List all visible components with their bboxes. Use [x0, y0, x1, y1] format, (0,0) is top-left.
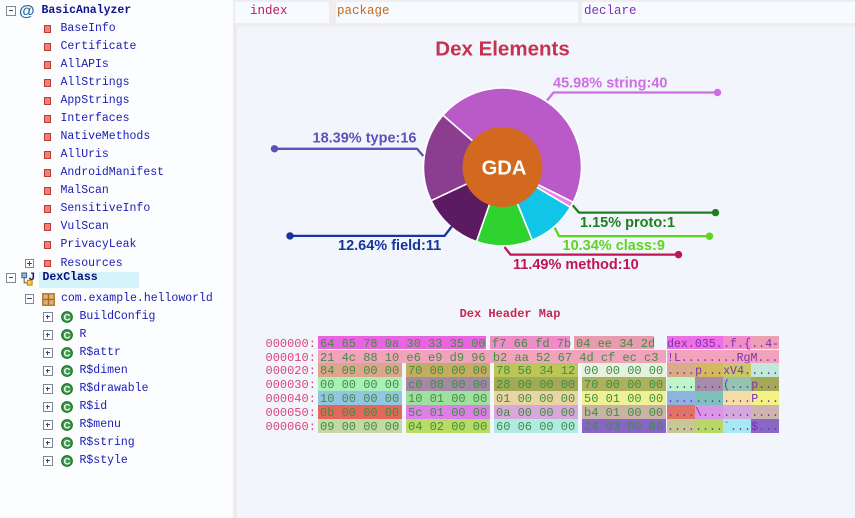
svg-text:C: C	[63, 366, 70, 377]
svg-text:C: C	[63, 312, 70, 323]
svg-text:J: J	[29, 271, 35, 283]
svg-text:1.15% proto:1: 1.15% proto:1	[580, 215, 675, 231]
svg-text:10.34% class:9: 10.34% class:9	[563, 238, 665, 254]
svg-text:18.39% type:16: 18.39% type:16	[313, 131, 417, 147]
svg-text:C: C	[63, 456, 70, 467]
svg-text:Dex Elements: Dex Elements	[435, 38, 569, 61]
svg-text:C: C	[63, 402, 70, 413]
svg-text:12.64% field:11: 12.64% field:11	[338, 238, 441, 254]
svg-text:C: C	[63, 384, 70, 395]
svg-text:45.98% string:40: 45.98% string:40	[553, 76, 667, 92]
svg-text:C: C	[63, 420, 70, 431]
svg-text:11.49% method:10: 11.49% method:10	[513, 257, 639, 273]
svg-text:GDA: GDA	[482, 158, 527, 180]
svg-text:C: C	[63, 330, 70, 341]
svg-text:C: C	[63, 348, 70, 359]
svg-text:C: C	[63, 438, 70, 449]
